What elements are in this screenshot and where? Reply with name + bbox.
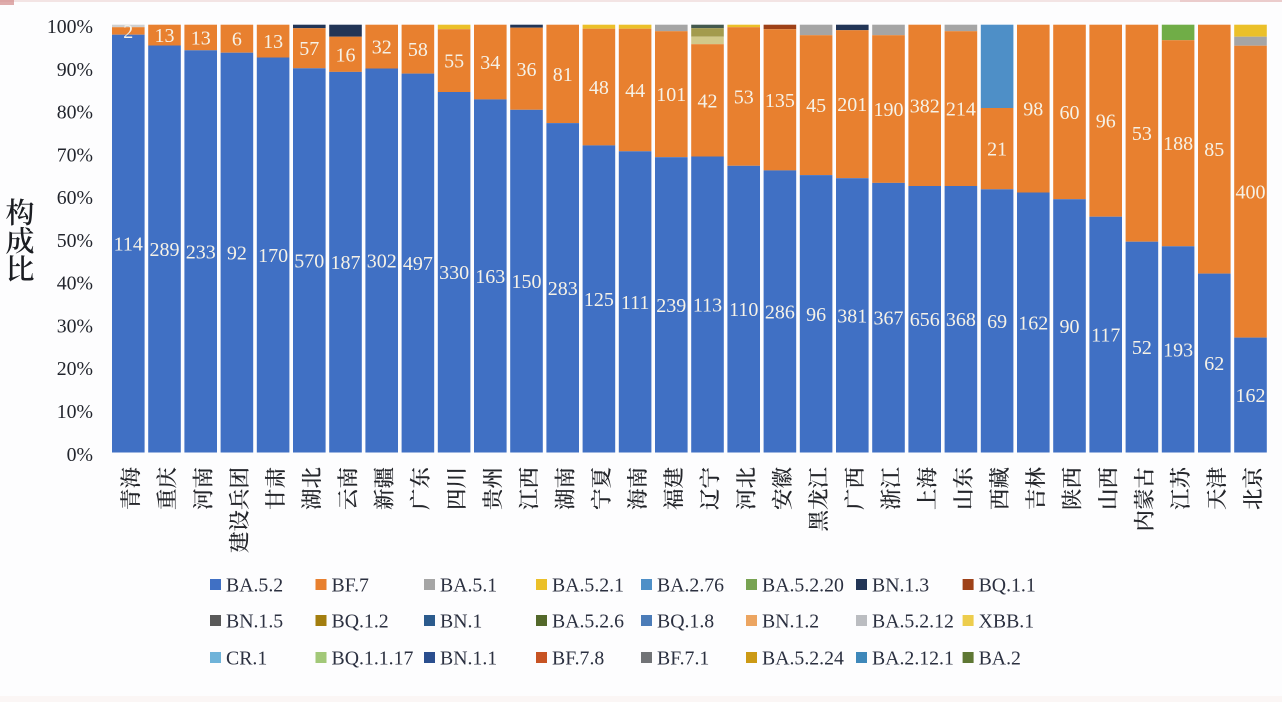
svg-text:52: 52	[1132, 337, 1152, 359]
svg-text:BA.2.12.1: BA.2.12.1	[872, 648, 954, 670]
svg-text:2: 2	[123, 21, 133, 43]
svg-text:80%: 80%	[57, 102, 93, 124]
svg-text:32: 32	[372, 37, 392, 59]
svg-text:BQ.1.1.17: BQ.1.1.17	[332, 648, 414, 670]
svg-text:233: 233	[186, 241, 216, 263]
svg-text:0%: 0%	[67, 444, 93, 466]
svg-text:BN.1: BN.1	[440, 611, 482, 633]
svg-text:BA.5.2.20: BA.5.2.20	[762, 575, 844, 597]
svg-text:BN.1.2: BN.1.2	[762, 611, 819, 633]
svg-text:367: 367	[874, 308, 904, 330]
svg-text:6: 6	[232, 29, 242, 51]
svg-text:21: 21	[987, 139, 1007, 161]
svg-text:57: 57	[299, 38, 319, 60]
svg-text:16: 16	[336, 44, 356, 66]
svg-text:70%: 70%	[57, 144, 93, 166]
svg-text:90: 90	[1060, 316, 1080, 338]
svg-text:190: 190	[874, 99, 904, 121]
svg-text:170: 170	[258, 245, 288, 267]
svg-text:30%: 30%	[57, 316, 93, 338]
svg-text:CR.1: CR.1	[226, 648, 267, 670]
svg-text:BA.2: BA.2	[979, 648, 1021, 670]
svg-text:101: 101	[656, 84, 686, 106]
svg-text:90%: 90%	[57, 59, 93, 81]
svg-text:BA.2.76: BA.2.76	[657, 575, 724, 597]
svg-text:162: 162	[1236, 385, 1266, 407]
svg-text:XBB.1: XBB.1	[979, 611, 1035, 633]
svg-text:381: 381	[837, 305, 867, 327]
svg-text:60%: 60%	[57, 187, 93, 209]
svg-text:BF.7.8: BF.7.8	[552, 648, 604, 670]
svg-text:BQ.1.1: BQ.1.1	[979, 575, 1036, 597]
svg-text:239: 239	[656, 295, 686, 317]
svg-text:BQ.1.2: BQ.1.2	[332, 611, 389, 633]
svg-text:201: 201	[837, 94, 867, 116]
svg-text:36: 36	[517, 59, 537, 81]
svg-text:330: 330	[439, 262, 469, 284]
svg-text:BQ.1.8: BQ.1.8	[657, 611, 714, 633]
svg-text:214: 214	[946, 99, 976, 121]
svg-text:44: 44	[625, 80, 645, 102]
svg-text:162: 162	[1018, 313, 1048, 335]
svg-text:53: 53	[1132, 123, 1152, 145]
svg-text:96: 96	[1096, 111, 1116, 133]
svg-text:150: 150	[512, 271, 542, 293]
svg-text:BN.1.3: BN.1.3	[872, 575, 929, 597]
svg-text:62: 62	[1204, 353, 1224, 375]
svg-text:BN.1.1: BN.1.1	[440, 648, 497, 670]
svg-text:286: 286	[765, 301, 795, 323]
svg-text:96: 96	[806, 304, 826, 326]
svg-text:BN.1.5: BN.1.5	[226, 611, 283, 633]
svg-text:20%: 20%	[57, 358, 93, 380]
svg-text:188: 188	[1163, 133, 1193, 155]
svg-text:100%: 100%	[47, 16, 93, 38]
svg-text:BA.5.2.6: BA.5.2.6	[552, 611, 624, 633]
svg-text:50%: 50%	[57, 230, 93, 252]
svg-text:92: 92	[227, 243, 247, 265]
svg-text:111: 111	[621, 292, 650, 314]
svg-text:368: 368	[946, 309, 976, 331]
svg-text:570: 570	[294, 250, 324, 272]
svg-text:302: 302	[367, 251, 397, 273]
svg-text:193: 193	[1163, 339, 1193, 361]
svg-text:BF.7: BF.7	[332, 575, 370, 597]
svg-text:13: 13	[191, 28, 211, 50]
svg-text:13: 13	[263, 31, 283, 53]
svg-text:114: 114	[114, 234, 143, 256]
svg-text:382: 382	[910, 95, 940, 117]
svg-text:400: 400	[1236, 182, 1266, 204]
svg-text:48: 48	[589, 77, 609, 99]
svg-text:10%: 10%	[57, 401, 93, 423]
svg-text:13: 13	[155, 25, 175, 47]
svg-text:497: 497	[403, 253, 433, 275]
svg-text:60: 60	[1060, 102, 1080, 124]
svg-text:55: 55	[444, 51, 464, 73]
svg-text:135: 135	[765, 90, 795, 112]
svg-text:69: 69	[987, 311, 1007, 333]
svg-text:283: 283	[548, 278, 578, 300]
svg-text:187: 187	[331, 252, 361, 274]
svg-text:BA.5.2.24: BA.5.2.24	[762, 648, 844, 670]
svg-text:113: 113	[693, 295, 722, 317]
svg-text:117: 117	[1091, 325, 1120, 347]
svg-text:163: 163	[475, 266, 505, 288]
svg-text:BF.7.1: BF.7.1	[657, 648, 709, 670]
svg-text:289: 289	[150, 239, 180, 261]
svg-text:58: 58	[408, 39, 428, 61]
svg-text:BA.5.1: BA.5.1	[440, 575, 497, 597]
svg-text:40%: 40%	[57, 273, 93, 295]
svg-text:BA.5.2: BA.5.2	[226, 575, 283, 597]
svg-text:125: 125	[584, 289, 614, 311]
svg-text:85: 85	[1204, 139, 1224, 161]
svg-text:42: 42	[698, 90, 718, 112]
svg-text:BA.5.2.12: BA.5.2.12	[872, 611, 954, 633]
svg-text:34: 34	[480, 52, 500, 74]
svg-text:53: 53	[734, 87, 754, 109]
svg-text:45: 45	[806, 95, 826, 117]
svg-text:110: 110	[729, 299, 758, 321]
svg-text:98: 98	[1023, 99, 1043, 121]
svg-text:BA.5.2.1: BA.5.2.1	[552, 575, 624, 597]
svg-text:656: 656	[910, 309, 940, 331]
svg-text:81: 81	[553, 64, 573, 86]
